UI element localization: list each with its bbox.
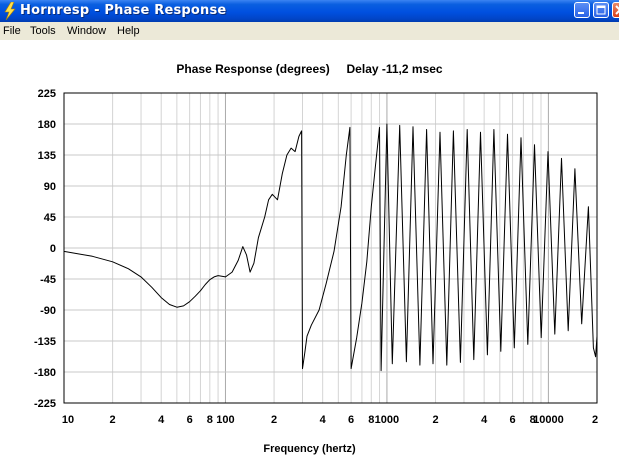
minimize-icon <box>578 12 584 14</box>
maximize-button[interactable] <box>593 2 609 18</box>
x-tick-label: 1000 <box>375 414 399 426</box>
menu-help[interactable]: Help <box>117 25 140 37</box>
close-icon <box>615 5 619 15</box>
y-tick-label: 45 <box>44 212 56 224</box>
maximize-icon <box>596 5 606 15</box>
x-tick-label: 6 <box>510 414 516 426</box>
x-tick-label: 8 <box>368 414 374 426</box>
x-tick-label: 6 <box>348 414 354 426</box>
x-tick-label: 10 <box>62 414 74 426</box>
x-tick-label: 4 <box>158 414 165 426</box>
x-tick-label: 2 <box>271 414 277 426</box>
phase-series-line <box>63 123 598 372</box>
chart-area: Phase Response (degrees) Delay -11,2 mse… <box>0 40 619 462</box>
x-tick-label: 6 <box>187 414 193 426</box>
x-tick-label: 2 <box>592 414 598 426</box>
y-tick-label: 180 <box>38 119 56 131</box>
y-tick-label: -45 <box>40 274 56 286</box>
delay-annotation: Delay -11,2 msec <box>346 62 443 76</box>
menu-bar: File Tools Window Help <box>0 22 619 40</box>
title-bar[interactable]: Hornresp - Phase Response <box>0 0 619 22</box>
x-tick-label: 10000 <box>533 414 564 426</box>
y-tick-label: 225 <box>38 88 56 100</box>
menu-file[interactable]: File <box>3 25 21 37</box>
x-tick-label: 8 <box>530 414 536 426</box>
x-tick-label: 100 <box>216 414 234 426</box>
x-tick-label: 2 <box>432 414 438 426</box>
chart-title-text: Phase Response (degrees) <box>176 62 330 76</box>
x-tick-label: 4 <box>320 414 327 426</box>
menu-tools[interactable]: Tools <box>30 25 56 37</box>
plot-frame <box>63 92 598 404</box>
y-tick-label: -90 <box>40 305 56 317</box>
close-button[interactable] <box>612 2 619 18</box>
chart-title: Phase Response (degrees) Delay -11,2 mse… <box>0 62 619 76</box>
y-tick-label: -225 <box>34 398 56 410</box>
y-tick-label: -180 <box>34 367 56 379</box>
y-tick-label: 0 <box>50 243 56 255</box>
y-tick-label: 135 <box>38 150 56 162</box>
x-tick-label: 8 <box>207 414 213 426</box>
y-tick-label: 90 <box>44 181 56 193</box>
x-axis-label: Frequency (hertz) <box>263 443 356 455</box>
window-title: Hornresp - Phase Response <box>20 3 227 18</box>
menu-window[interactable]: Window <box>67 25 107 37</box>
lightning-bolt-icon <box>4 2 16 20</box>
x-tick-label: 2 <box>110 414 116 426</box>
y-tick-label: -135 <box>34 336 56 348</box>
x-tick-label: 4 <box>481 414 488 426</box>
minimize-button[interactable] <box>574 2 590 18</box>
